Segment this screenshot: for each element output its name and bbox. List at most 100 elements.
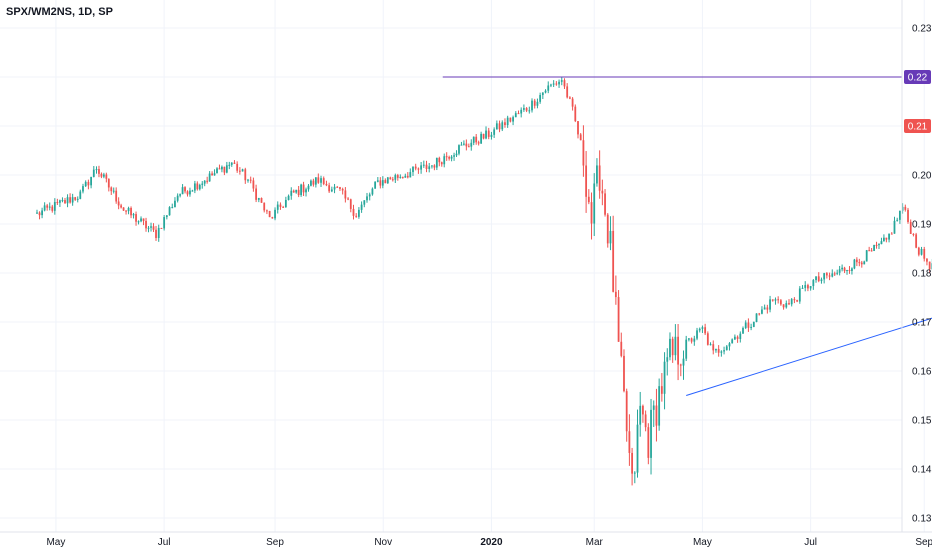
candle-body [305, 189, 307, 193]
candle-body [731, 339, 734, 344]
candle-body [467, 146, 470, 148]
candle-body [61, 200, 64, 202]
candle-body [809, 286, 812, 289]
candle-body [846, 270, 848, 272]
candle-body [528, 110, 531, 112]
candle-body [460, 144, 463, 146]
candle-body [127, 207, 130, 212]
candle-body [132, 214, 135, 216]
candle-body [539, 95, 542, 102]
candle-body [287, 195, 290, 200]
last-price-badge-label: 0.21 [908, 122, 928, 133]
candle-body [95, 169, 98, 171]
y-tick-label: 0.20 [912, 171, 932, 182]
candle-body [355, 215, 358, 217]
candle-body [223, 166, 226, 173]
candle-body [880, 241, 883, 245]
candle-body [739, 333, 742, 339]
candle-body [336, 186, 339, 188]
candle-body [462, 143, 465, 145]
candle-body [490, 134, 493, 137]
candle-body [912, 233, 915, 235]
candle-body [504, 122, 506, 126]
candle-body [525, 108, 528, 111]
candle-body [623, 355, 625, 392]
candle-body [266, 210, 268, 212]
candle-body [425, 164, 428, 169]
candle-body [179, 194, 182, 196]
candle-body [389, 177, 392, 180]
candle-body [238, 170, 241, 172]
candle-body [706, 333, 709, 345]
candle-body [357, 209, 360, 217]
candle-body [163, 217, 166, 229]
candle-body [208, 173, 211, 182]
candle-body [76, 198, 79, 200]
candle-body [74, 197, 77, 200]
candle-body [107, 178, 110, 188]
candle-body [493, 129, 496, 135]
candle-body [376, 180, 379, 182]
candle-body [701, 327, 704, 329]
price-badges: 0.22 0.21 [904, 70, 931, 133]
candle-body [558, 81, 560, 85]
candle-body [841, 267, 844, 270]
candle-body [863, 261, 866, 265]
candle-body [122, 207, 125, 211]
candle-body [647, 427, 650, 458]
candle-body [650, 409, 652, 458]
candle-body [642, 405, 644, 415]
candle-body [310, 180, 312, 186]
candle-body [302, 184, 305, 193]
candle-body [563, 80, 566, 87]
candle-body [898, 210, 901, 220]
candle-body [883, 237, 885, 242]
candle-body [406, 175, 409, 178]
candle-body [674, 336, 677, 356]
candle-body [926, 258, 928, 262]
candle-body [831, 273, 834, 277]
candle-body [817, 276, 820, 282]
candle-body [450, 156, 453, 159]
candle-body [307, 185, 310, 190]
symbol-label: SPX/WM2NS, 1D, SP [6, 6, 113, 18]
candle-body [53, 201, 56, 211]
candle-body [384, 180, 387, 184]
candle-body [761, 309, 763, 314]
candle-body [485, 130, 487, 139]
candle-body [292, 190, 295, 193]
candle-body [498, 123, 501, 130]
candle-body [480, 133, 483, 144]
candle-body [652, 405, 655, 410]
candle-body [363, 200, 366, 205]
candle-body [203, 180, 206, 184]
candle-body [193, 183, 196, 191]
candle-body [644, 414, 647, 428]
candle-body [79, 191, 82, 199]
candle-body [574, 106, 577, 122]
candle-body [843, 267, 846, 272]
candle-body [920, 249, 923, 255]
candle-body [391, 179, 394, 181]
candle-body [422, 164, 425, 166]
candle-body [412, 166, 414, 173]
candle-body [100, 173, 103, 177]
candle-body [501, 122, 504, 130]
candle-body [723, 350, 725, 352]
candle-body [260, 197, 263, 203]
candle-body [352, 208, 355, 216]
candle-body [536, 101, 539, 106]
candle-body [812, 280, 815, 287]
candle-body [851, 268, 853, 271]
candle-body [873, 244, 875, 251]
candle-body [221, 166, 223, 170]
candle-body [677, 336, 679, 365]
candle-body [38, 212, 41, 216]
candle-body [875, 244, 878, 246]
candle-body [435, 157, 438, 168]
y-tick-label: 0.19 [912, 220, 932, 231]
candle-body [64, 200, 66, 204]
candle-body [736, 336, 739, 339]
candle-body [517, 113, 520, 115]
